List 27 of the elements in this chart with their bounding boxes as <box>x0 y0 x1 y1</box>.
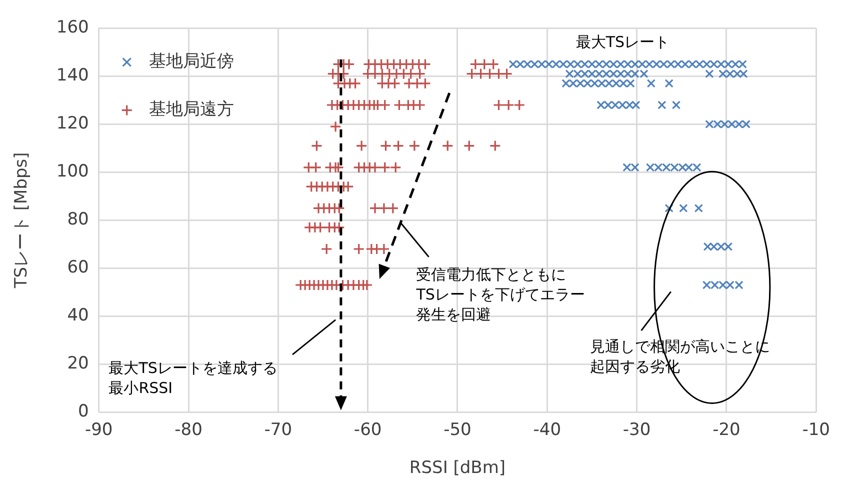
x-tick-label: -50 <box>444 420 472 440</box>
y-tick-label: 160 <box>56 18 89 38</box>
x-tick-label: -20 <box>712 420 740 440</box>
x-axis-title: RSSI [dBm] <box>409 458 506 478</box>
y-tick-label: 120 <box>56 114 89 134</box>
annotation: 受信電力低下とともに <box>416 266 566 284</box>
y-tick-label: 100 <box>56 162 89 182</box>
annotation: TSレートを下げてエラー <box>415 286 585 304</box>
legend-label: 基地局遠方 <box>148 100 234 120</box>
y-tick-label: 40 <box>67 306 89 326</box>
x-tick-label: -30 <box>622 420 651 440</box>
annotation: 最大TSレート <box>576 32 670 51</box>
y-tick-label: 0 <box>78 402 89 422</box>
y-tick-label: 60 <box>67 258 89 278</box>
x-tick-label: -10 <box>802 420 830 440</box>
x-tick-label: -80 <box>174 420 202 440</box>
annotation: 発生を回避 <box>416 305 492 324</box>
y-tick-label: 20 <box>67 354 89 374</box>
y-axis-title: TSレート [Mbps] <box>12 152 32 290</box>
ref-line-label: 最大TSレートを達成する最小RSSI <box>108 359 278 398</box>
legend-label: 基地局近傍 <box>148 52 234 72</box>
x-tick-label: -70 <box>264 420 292 440</box>
y-tick-label: 140 <box>56 66 89 86</box>
x-tick-label: -40 <box>533 420 562 440</box>
x-tick-label: -60 <box>354 420 382 440</box>
y-tick-label: 80 <box>67 210 89 230</box>
x-tick-label: -90 <box>84 420 113 440</box>
